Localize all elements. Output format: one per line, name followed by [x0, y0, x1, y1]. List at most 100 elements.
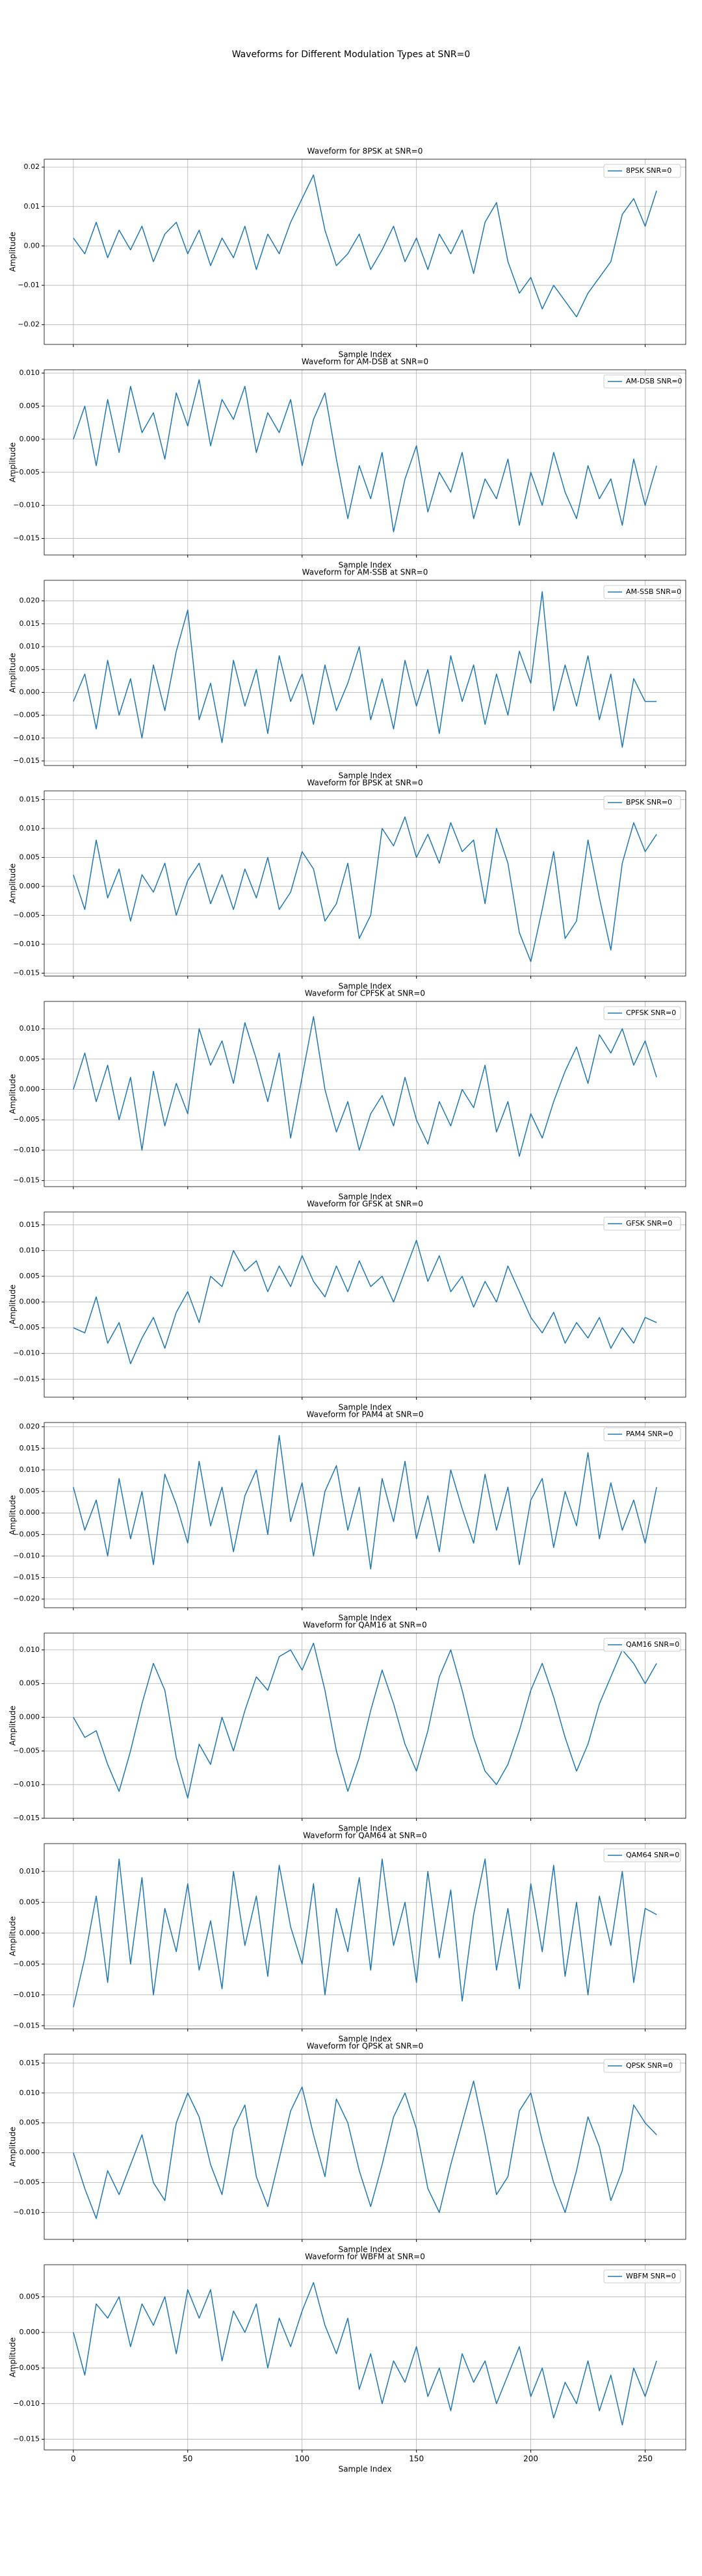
y-axis-label: Amplitude [8, 1074, 18, 1114]
legend-label: QAM16 SNR=0 [626, 1640, 679, 1649]
legend-label: AM-DSB SNR=0 [626, 377, 682, 385]
legend-box [603, 1006, 681, 1020]
y-tick-label: 0.005 [20, 1487, 40, 1495]
legend-label: 8PSK SNR=0 [626, 166, 671, 175]
legend-box [603, 1638, 681, 1652]
subplot-title: Waveform for BPSK at SNR=0 [307, 779, 422, 788]
y-tick-label: −0.005 [13, 468, 40, 476]
y-tick-label: −0.005 [13, 2363, 40, 2372]
y-tick-label: 0.010 [20, 2089, 40, 2097]
y-tick-label: −0.015 [13, 969, 40, 977]
y-tick-label: −0.015 [13, 1374, 40, 1383]
y-tick-label: −0.015 [13, 2021, 40, 2029]
subplot-title: Waveform for 8PSK at SNR=0 [307, 147, 423, 156]
legend-box [603, 2269, 681, 2284]
axes-frame [44, 1211, 686, 1398]
y-tick-label: −0.005 [13, 1115, 40, 1124]
y-tick-label: −0.005 [13, 1530, 40, 1538]
y-axis-label: Amplitude [8, 2338, 18, 2378]
y-tick-label: −0.005 [13, 910, 40, 919]
y-tick-label: 0.005 [20, 402, 40, 410]
subplot-title: Waveform for WBFM at SNR=0 [305, 2252, 425, 2261]
y-tick-label: 0.010 [20, 1867, 40, 1875]
x-tick-label: 50 [183, 2454, 192, 2464]
x-tick-label: 100 [294, 2454, 309, 2464]
legend-label: BPSK SNR=0 [626, 798, 672, 806]
legend-box [603, 164, 681, 178]
y-tick-label: −0.005 [13, 2178, 40, 2187]
axes-frame [44, 2054, 686, 2240]
legend-label: AM-SSB SNR=0 [626, 587, 681, 596]
y-tick-label: 0.000 [20, 2148, 40, 2157]
waveform-line [73, 2080, 657, 2219]
legend-box [603, 1427, 681, 1441]
subplot-title: Waveform for CPFSK at SNR=0 [305, 989, 425, 998]
x-tick-label: 150 [409, 2454, 424, 2464]
subplot-title: Waveform for AM-DSB at SNR=0 [302, 357, 428, 367]
y-axis-label: Amplitude [8, 2127, 18, 2167]
y-tick-label: 0.010 [20, 1645, 40, 1654]
subplot-title: Waveform for GFSK at SNR=0 [307, 1200, 423, 1209]
y-tick-label: 0.015 [20, 1220, 40, 1229]
axes-frame [44, 1422, 686, 1608]
y-axis-label: Amplitude [8, 1916, 18, 1957]
y-tick-label: 0.000 [20, 1713, 40, 1721]
y-tick-label: −0.010 [13, 1146, 40, 1154]
axes-frame [44, 1843, 686, 2029]
y-tick-label: −0.015 [13, 1814, 40, 1822]
y-tick-label: 0.005 [20, 665, 40, 673]
y-tick-label: −0.015 [13, 2435, 40, 2443]
y-tick-label: 0.01 [24, 202, 40, 211]
y-tick-label: −0.015 [13, 1573, 40, 1582]
waveform-line [73, 591, 657, 748]
y-tick-label: −0.005 [13, 1323, 40, 1332]
y-tick-label: 0.010 [20, 1024, 40, 1033]
legend-box [603, 795, 681, 810]
axes-frame [44, 1001, 686, 1187]
x-axis-label: Sample Index [339, 2465, 392, 2474]
y-tick-label: 0.005 [20, 1898, 40, 1906]
figure-title: Waveforms for Different Modulation Types… [232, 49, 471, 60]
y-tick-label: 0.005 [20, 2292, 40, 2300]
legend-label: QPSK SNR=0 [626, 2061, 673, 2070]
subplot-title: Waveform for QAM16 at SNR=0 [303, 1621, 427, 1630]
waveform-line [73, 1016, 657, 1157]
y-tick-label: 0.010 [20, 642, 40, 650]
waveform-line [73, 379, 657, 533]
x-axis-label: Sample Index [339, 1403, 392, 1412]
y-tick-label: 0.020 [20, 1423, 40, 1431]
axes-frame [44, 580, 686, 766]
y-tick-label: −0.015 [13, 534, 40, 543]
subplot-title: Waveform for QAM64 at SNR=0 [303, 1831, 427, 1840]
legend-label: PAM4 SNR=0 [626, 1430, 673, 1438]
x-tick-label: 250 [638, 2454, 653, 2464]
y-tick-label: −0.005 [13, 711, 40, 719]
y-tick-label: 0.000 [20, 1085, 40, 1093]
y-tick-label: 0.000 [20, 688, 40, 696]
waveform-line [73, 1239, 657, 1365]
y-tick-label: 0.010 [20, 1465, 40, 1474]
y-tick-label: 0.005 [20, 853, 40, 861]
y-tick-label: 0.010 [20, 368, 40, 377]
y-tick-label: −0.02 [18, 320, 40, 329]
legend-box [603, 585, 681, 599]
legend-label: GFSK SNR=0 [626, 1219, 672, 1228]
waveform-line [73, 174, 657, 318]
y-tick-label: 0.005 [20, 1679, 40, 1688]
y-tick-label: 0.015 [20, 795, 40, 803]
y-tick-label: −0.020 [13, 1595, 40, 1603]
legend-label: CPFSK SNR=0 [626, 1009, 676, 1017]
y-tick-label: 0.010 [20, 1246, 40, 1254]
y-tick-label: −0.015 [13, 756, 40, 765]
y-tick-label: 0.000 [20, 1929, 40, 1937]
y-tick-label: 0.000 [20, 2328, 40, 2336]
y-tick-label: −0.010 [13, 1551, 40, 1560]
y-tick-label: −0.005 [13, 1746, 40, 1755]
x-axis-label: Sample Index [339, 2035, 392, 2044]
x-axis-label: Sample Index [339, 1192, 392, 1202]
y-axis-label: Amplitude [8, 1706, 18, 1746]
subplot-title: Waveform for QPSK at SNR=0 [307, 2042, 424, 2051]
